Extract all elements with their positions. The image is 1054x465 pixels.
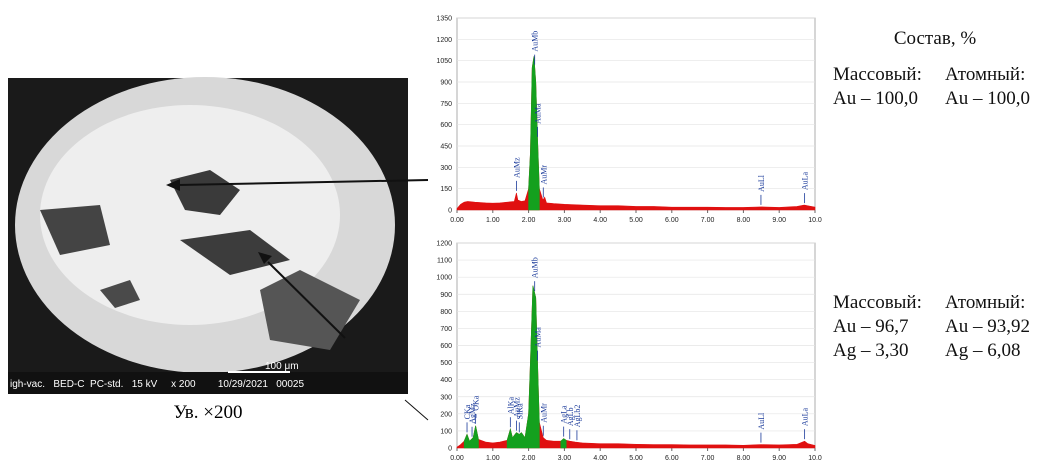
- x-tick-label: 10.0: [808, 455, 822, 462]
- composition-cell: Au – 100,0: [833, 88, 918, 109]
- peak-label: AuMz: [512, 157, 521, 178]
- x-tick-label: 9.00: [772, 217, 786, 224]
- y-tick-label: 300: [440, 165, 452, 172]
- y-tick-label: 1350: [436, 16, 452, 23]
- y-tick-label: 500: [440, 360, 452, 367]
- x-tick-label: 4.00: [593, 455, 607, 462]
- composition-cell: Ag – 6,08: [945, 340, 1020, 361]
- peak-label: AgLb2: [573, 405, 582, 428]
- x-tick-label: 6.00: [665, 217, 679, 224]
- x-tick-label: 5.00: [629, 217, 643, 224]
- spectrum-area: [456, 285, 816, 449]
- peak-label: AuMz: [512, 397, 521, 418]
- sem-image: 100 μm igh-vac. BED-C PC-std. 15 kV x 20…: [8, 77, 408, 394]
- spectrum-area: [463, 425, 479, 449]
- y-tick-label: 1200: [436, 37, 452, 44]
- peak-label: AuMr: [539, 403, 548, 423]
- y-tick-label: 1100: [437, 258, 452, 265]
- peak-label: AuMa: [534, 327, 543, 348]
- peak-label: AuMb: [531, 31, 540, 52]
- peak-label: AuMb: [531, 257, 540, 278]
- spectrum-chart: 0 100 200 300 400 500 600 700 800 900 1000 1100 1200…: [436, 241, 821, 463]
- y-tick-label: 150: [440, 186, 452, 193]
- x-tick-label: 3.00: [558, 217, 572, 224]
- y-tick-label: 600: [440, 343, 452, 350]
- composition-cell: Ag – 3,30: [833, 340, 908, 361]
- y-tick-label: 450: [440, 144, 452, 151]
- y-tick-label: 900: [440, 80, 452, 87]
- x-tick-label: 3.00: [558, 455, 572, 462]
- spectrum-chart: 0 150 300 450 600 750 900 1050 1200 1350 0.00 1.00 2…: [436, 16, 821, 225]
- arrows: [166, 179, 429, 421]
- x-tick-label: 2.00: [522, 217, 536, 224]
- y-tick-label: 400: [440, 377, 452, 384]
- x-tick-label: 1.00: [486, 217, 500, 224]
- composition-title: Состав, %: [894, 28, 977, 49]
- y-tick-label: 100: [440, 428, 452, 435]
- y-tick-label: 750: [440, 101, 452, 108]
- peak-label: AuMr: [539, 165, 548, 185]
- x-tick-label: 9.00: [772, 455, 786, 462]
- composition-cell: Au – 96,7: [833, 316, 908, 337]
- y-tick-label: 300: [440, 394, 452, 401]
- spectrum-area: [456, 56, 816, 211]
- y-tick-label: 600: [440, 122, 452, 129]
- y-tick-label: 200: [440, 411, 452, 418]
- x-tick-label: 10.0: [808, 217, 822, 224]
- peak-label: AuLl: [757, 174, 766, 192]
- y-tick-label: 0: [448, 208, 452, 215]
- peak-label: AuLl: [757, 412, 766, 430]
- y-tick-label: 0: [448, 446, 452, 453]
- y-tick-label: 900: [440, 292, 452, 299]
- y-tick-label: 1200: [436, 241, 452, 248]
- peak-label: AuLa: [801, 171, 810, 190]
- composition-cell: Au – 93,92: [945, 316, 1030, 337]
- peak-label: AgMz: [468, 403, 477, 424]
- peak-label: OKa: [472, 395, 481, 411]
- x-tick-label: 5.00: [629, 455, 643, 462]
- composition-header: Массовый:: [833, 292, 922, 313]
- composition-header: Массовый:: [833, 64, 922, 85]
- x-tick-label: 0.00: [450, 455, 464, 462]
- composition-header: Атомный:: [945, 64, 1025, 85]
- x-tick-label: 8.00: [737, 455, 751, 462]
- x-tick-label: 4.00: [593, 217, 607, 224]
- composition-header: Атомный:: [945, 292, 1025, 313]
- x-tick-label: 7.00: [701, 217, 715, 224]
- y-tick-label: 1000: [436, 275, 452, 282]
- info-bar: igh-vac. BED-C PC-std. 15 kV x 200 10/29…: [10, 379, 304, 390]
- y-tick-label: 1050: [436, 58, 452, 65]
- y-tick-label: 800: [440, 309, 452, 316]
- peak-label: AgLa: [560, 405, 569, 424]
- peak-label: AgLb: [566, 407, 575, 426]
- composition-cell: Au – 100,0: [945, 88, 1030, 109]
- peak-label: AlKa: [506, 396, 515, 414]
- x-tick-label: 1.00: [486, 455, 500, 462]
- x-tick-label: 8.00: [737, 217, 751, 224]
- x-tick-label: 6.00: [665, 455, 679, 462]
- peak-label: AuMa: [534, 103, 543, 124]
- peak-label: CKa: [463, 404, 472, 419]
- y-tick-label: 700: [440, 326, 452, 333]
- x-tick-label: 2.00: [522, 455, 536, 462]
- spectrum-area: [506, 285, 540, 449]
- peak-label: AuLa: [801, 408, 810, 427]
- spectrum-area: [528, 56, 540, 211]
- spectrum-area: [560, 438, 567, 449]
- x-tick-label: 7.00: [701, 455, 715, 462]
- scale-bar: 100 μm: [265, 361, 299, 372]
- peak-label: SiKa: [515, 403, 524, 419]
- x-tick-label: 0.00: [450, 217, 464, 224]
- plot-frame: [456, 17, 816, 211]
- caption: Ув. ×200: [174, 402, 243, 423]
